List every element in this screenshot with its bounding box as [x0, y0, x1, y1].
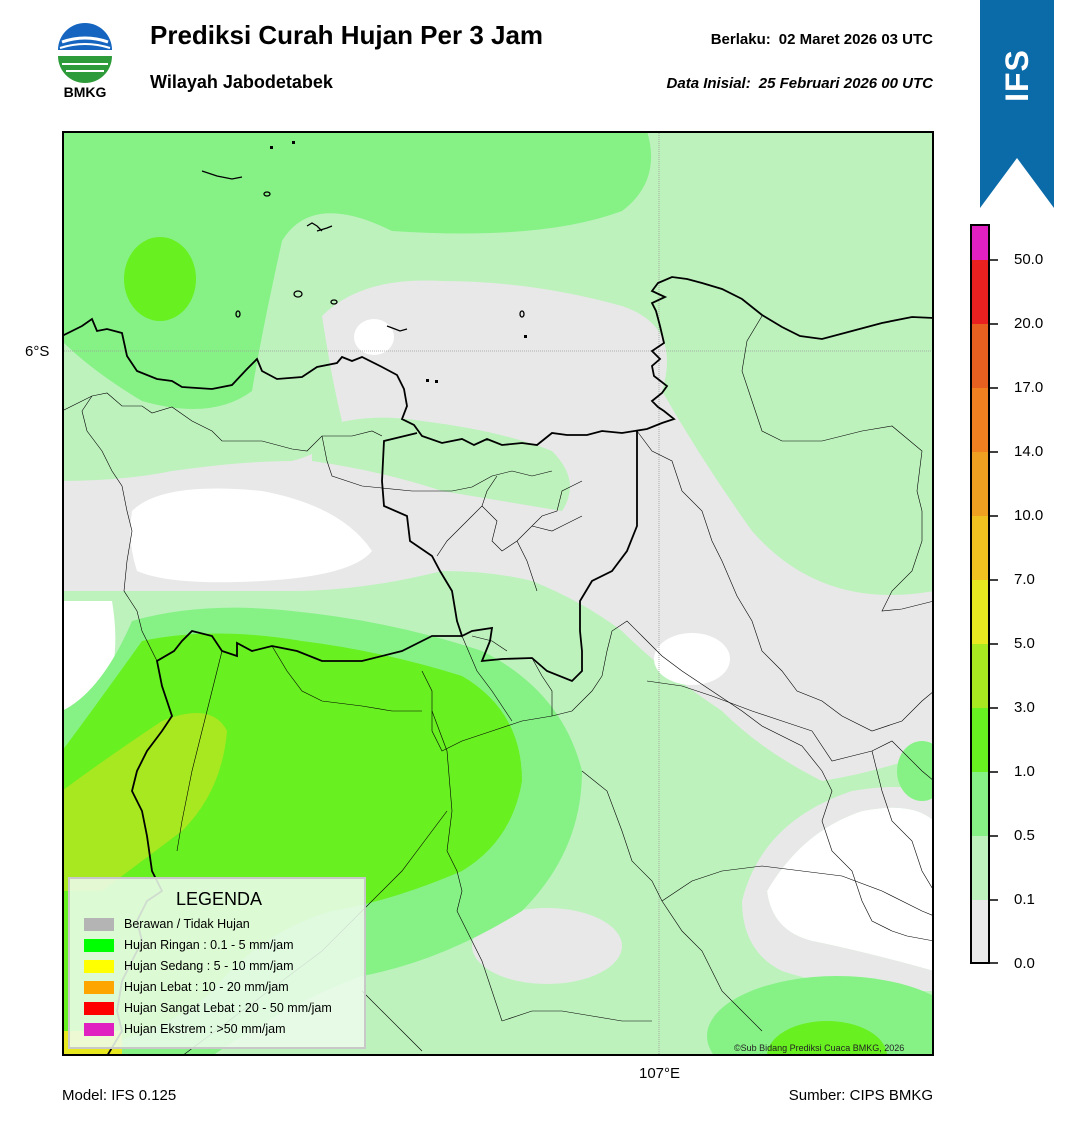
legend-label: Berawan / Tidak Hujan: [124, 917, 250, 931]
rain-0.5-1-blob-east: [897, 741, 934, 801]
colorbar-segment: [970, 708, 990, 772]
coastline: [62, 276, 934, 446]
legend-swatch: [84, 959, 114, 973]
source-info: Sumber: CIPS BMKG: [788, 1087, 933, 1104]
page-subtitle: Wilayah Jabodetabek: [150, 72, 333, 92]
colorbar-segment: [970, 516, 990, 580]
init-time: Data Inisial: 25 Februari 2026 00 UTC: [667, 75, 933, 92]
logo-text: BMKG: [63, 84, 107, 100]
colorbar-segment: [970, 260, 990, 324]
legend-title: LEGENDA: [175, 889, 263, 909]
colorbar-ticks: [990, 259, 998, 964]
lat-label: 6°S: [25, 343, 50, 360]
rain-1-3-blob-north: [124, 237, 196, 321]
page-title: Prediksi Curah Hujan Per 3 Jam: [150, 20, 544, 50]
legend-item: Hujan Ekstrem : >50 mm/jam: [84, 1021, 286, 1037]
lon-label: 107°E: [639, 1065, 681, 1082]
colorbar: [970, 224, 990, 964]
init-label: Data Inisial:: [666, 75, 751, 92]
colorbar-tick-label: 0.5: [1014, 827, 1035, 844]
rain-0.5-1-area-north: [62, 131, 652, 409]
province-border-west: [381, 431, 638, 683]
rain-0.5-1-blob-southeast: [707, 976, 934, 1056]
ribbon-label: IFS: [998, 48, 1035, 102]
colorbar-tick-label: 7.0: [1014, 571, 1035, 588]
colorbar-tick-label: 5.0: [1014, 635, 1035, 652]
legend-swatch: [84, 938, 114, 952]
bmkg-logo: [58, 23, 112, 83]
no-rain-area-southeast: [742, 787, 934, 991]
colorbar-tick-label: 0.0: [1014, 955, 1035, 972]
colorbar-segment: [970, 224, 990, 260]
credit-text: ©Sub Bidang Prediksi Cuaca BMKG, 2026: [734, 1043, 905, 1053]
legend-swatch: [84, 917, 114, 931]
legend-label: Hujan Lebat : 10 - 20 mm/jam: [124, 980, 289, 994]
legend-item: Hujan Sedang : 5 - 10 mm/jam: [84, 958, 294, 974]
colorbar-tick-label: 0.1: [1014, 891, 1035, 908]
valid-value: 02 Maret 2026 03 UTC: [778, 31, 933, 48]
map-frame: [62, 131, 934, 1056]
islands: [201, 170, 525, 332]
colorbar-tick-label: 3.0: [1014, 699, 1035, 716]
no-rain-area-south: [472, 908, 622, 984]
model-info: Model: IFS 0.125: [62, 1087, 177, 1104]
colorbar-tick-label: 10.0: [1014, 507, 1044, 524]
colorbar-segment: [970, 772, 990, 836]
legend-label: Hujan Ekstrem : >50 mm/jam: [124, 1022, 286, 1036]
zero-rain-patch-1: [130, 488, 372, 583]
legend-swatch: [84, 1001, 114, 1015]
colorbar-segment: [970, 900, 990, 964]
legend-item: Hujan Sangat Lebat : 20 - 50 mm/jam: [84, 1000, 332, 1016]
valid-time: Berlaku: 02 Maret 2026 03 UTC: [711, 31, 933, 48]
legend-swatch: [84, 1022, 114, 1036]
legend-item: Hujan Ringan : 0.1 - 5 mm/jam: [84, 937, 294, 953]
legend-label: Hujan Ringan : 0.1 - 5 mm/jam: [124, 938, 294, 952]
zero-rain-patch-2: [354, 319, 394, 355]
init-value: 25 Februari 2026 00 UTC: [758, 75, 933, 92]
legend-label: Hujan Sedang : 5 - 10 mm/jam: [124, 959, 294, 973]
legend-label: Hujan Sangat Lebat : 20 - 50 mm/jam: [124, 1001, 332, 1015]
colorbar-segment: [970, 388, 990, 452]
valid-label: Berlaku:: [710, 31, 771, 48]
legend-item: Hujan Lebat : 10 - 20 mm/jam: [84, 979, 289, 995]
model-ribbon: [980, 0, 1054, 208]
colorbar-tick-label: 14.0: [1014, 443, 1044, 460]
rain-1-3-blob-southeast: [767, 1021, 887, 1056]
rain-3-5-area-southwest: [62, 713, 227, 891]
small-islands: [270, 141, 527, 383]
colorbar-tick-label: 50.0: [1014, 251, 1044, 268]
colorbar-tick-label: 17.0: [1014, 379, 1044, 396]
rain-0.1-0.5-patch: [312, 417, 570, 511]
colorbar-segment: [970, 580, 990, 644]
zero-rain-patch-4: [767, 807, 934, 971]
colorbar-segment: [970, 324, 990, 388]
colorbar-tick-label: 20.0: [1014, 315, 1044, 332]
legend: LEGENDA Berawan / Tidak Hujan Hujan Ring…: [68, 877, 366, 1049]
colorbar-segment: [970, 836, 990, 900]
colorbar-segment: [970, 452, 990, 516]
legend-swatch: [84, 980, 114, 994]
colorbar-segment: [970, 644, 990, 708]
colorbar-tick-label: 1.0: [1014, 763, 1035, 780]
zero-rain-patch-3: [654, 633, 730, 685]
legend-item: Berawan / Tidak Hujan: [84, 916, 250, 932]
